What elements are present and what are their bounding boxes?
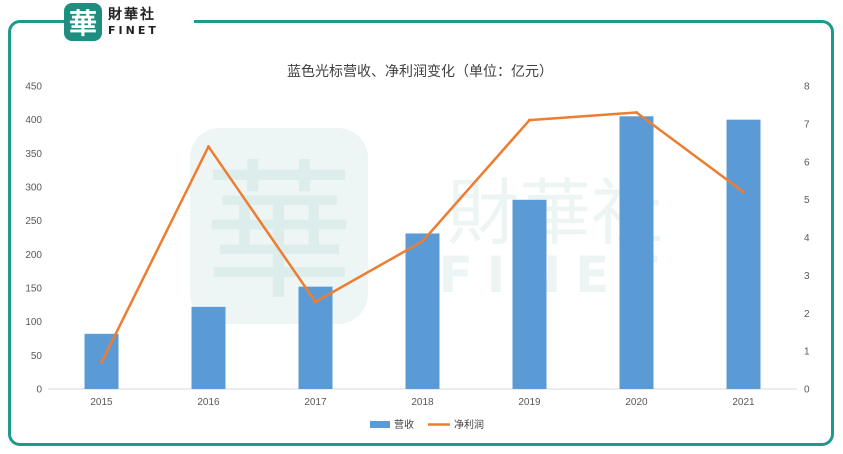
left-tick-label: 150 xyxy=(25,284,42,295)
right-tick-label: 3 xyxy=(804,271,810,282)
legend-label-revenue: 营收 xyxy=(394,418,414,431)
chart-title: 蓝色光标营收、净利润变化（单位：亿元） xyxy=(287,63,553,80)
right-tick-label: 7 xyxy=(804,119,810,130)
left-tick-label: 300 xyxy=(25,183,42,194)
profit-line-group xyxy=(100,111,745,364)
x-tick-label: 2017 xyxy=(304,397,327,408)
left-tick-label: 0 xyxy=(36,385,42,396)
revenue-bar xyxy=(298,286,333,389)
x-tick-label: 2021 xyxy=(732,397,755,408)
right-tick-label: 6 xyxy=(804,157,810,168)
right-tick-label: 2 xyxy=(804,309,810,320)
left-tick-label: 450 xyxy=(25,82,42,93)
right-tick-label: 0 xyxy=(804,385,810,396)
logo-name-en: FINET xyxy=(108,24,159,37)
legend-label-profit: 净利润 xyxy=(454,418,484,431)
legend: 营收 净利润 xyxy=(370,418,484,431)
left-tick-label: 350 xyxy=(25,149,42,160)
right-axis: 0 1 2 3 4 5 6 7 8 xyxy=(804,82,810,396)
left-tick-label: 50 xyxy=(31,351,43,362)
right-tick-label: 4 xyxy=(804,233,810,244)
left-axis: 0 50 100 150 200 250 300 350 400 450 xyxy=(25,82,42,396)
revenue-bars xyxy=(84,116,761,390)
left-tick-label: 250 xyxy=(25,216,42,227)
x-tick-label: 2016 xyxy=(197,397,220,408)
x-tick-label: 2015 xyxy=(90,397,113,408)
profit-point xyxy=(314,300,317,304)
profit-point xyxy=(742,190,745,194)
logo-name-cn: 財華社 xyxy=(108,7,156,23)
right-tick-label: 5 xyxy=(804,195,810,206)
finet-logo: 華 財華社 FINET xyxy=(64,2,194,42)
profit-point xyxy=(207,145,210,149)
x-tick-label: 2020 xyxy=(625,397,648,408)
revenue-bar xyxy=(405,233,440,389)
logo-text: 財華社 FINET xyxy=(108,8,159,36)
x-axis: 2015 2016 2017 2018 2019 2020 2021 xyxy=(90,397,755,408)
profit-point xyxy=(100,360,103,364)
profit-point xyxy=(635,111,638,115)
profit-point xyxy=(421,239,424,243)
revenue-bar xyxy=(619,116,654,390)
x-tick-label: 2018 xyxy=(411,397,434,408)
profit-point xyxy=(528,118,531,122)
right-tick-label: 1 xyxy=(804,347,810,358)
left-tick-label: 200 xyxy=(25,250,42,261)
revenue-bar xyxy=(512,199,547,389)
x-tick-label: 2019 xyxy=(518,397,541,408)
left-tick-label: 100 xyxy=(25,317,42,328)
logo-badge: 華 xyxy=(64,3,102,41)
legend-swatch-revenue xyxy=(370,421,390,428)
revenue-bar xyxy=(726,119,761,390)
revenue-bar xyxy=(191,306,226,389)
left-tick-label: 400 xyxy=(25,115,42,126)
right-tick-label: 8 xyxy=(804,82,810,93)
